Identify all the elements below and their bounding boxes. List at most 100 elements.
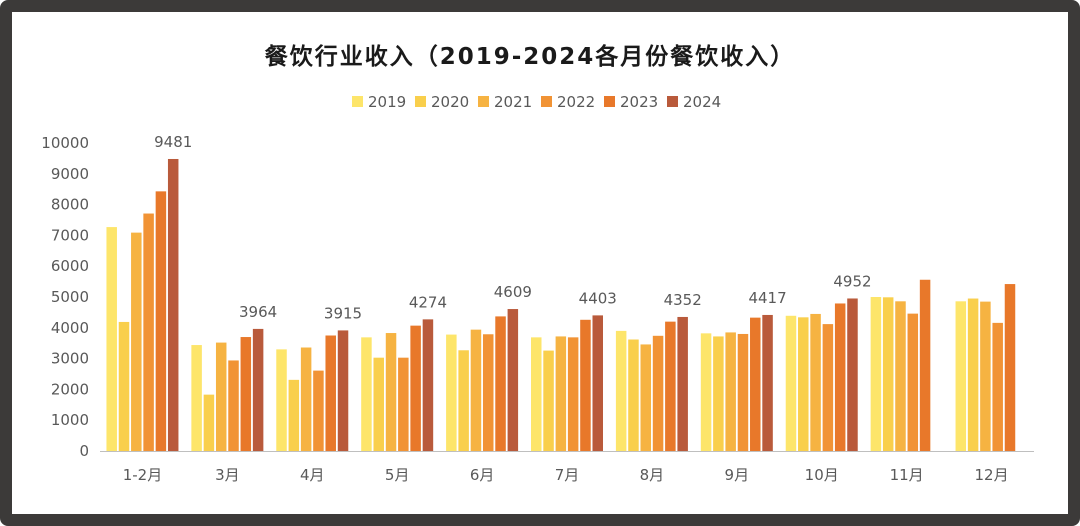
- bar-2019-9月: [700, 333, 712, 451]
- bar-2019-8月: [615, 330, 627, 451]
- bar-2020-8月: [628, 339, 639, 451]
- bar-2022-4月: [313, 370, 324, 451]
- bar-2024-9月: [762, 314, 773, 451]
- data-label-9月: 4417: [748, 289, 786, 307]
- data-label-3月: 3964: [239, 303, 277, 321]
- data-labels: 9481 3964 3915 4274 4609 4403 4352 4417 4952: [154, 133, 871, 322]
- bar-2019-11月: [870, 297, 882, 451]
- x-category-label: 10月: [805, 466, 839, 484]
- data-label-5月: 4274: [409, 293, 447, 311]
- bar-2023-1-2月: [155, 191, 167, 451]
- bar-2021-5月: [385, 333, 397, 451]
- legend: 2019 2020 2021 2022 2023 2024: [352, 93, 721, 111]
- bar-2019-10月: [785, 315, 797, 451]
- revenue-bar-chart: 餐饮行业收入（2019-2024各月份餐饮收入） 2019 2020 2021 202…: [41, 43, 1034, 484]
- bar-2020-11月: [882, 297, 894, 451]
- chart-title: 餐饮行业收入（2019-2024各月份餐饮收入）: [265, 43, 796, 70]
- bar-2020-10月: [798, 317, 809, 451]
- x-axis: 1-2月 3月 4月 5月 6月 7月 8月 9月 10月 11月 12月: [100, 451, 1034, 484]
- bar-2020-9月: [713, 336, 724, 451]
- bar-2024-6月: [507, 309, 519, 451]
- legend-swatch-2023: [604, 96, 615, 107]
- y-tick-label: 5000: [51, 288, 89, 306]
- y-tick-label: 0: [79, 442, 89, 460]
- bar-2020-6月: [458, 350, 469, 451]
- x-category-label: 5月: [385, 466, 410, 484]
- legend-label-2020: 2020: [431, 93, 469, 111]
- bar-2024-5月: [422, 319, 434, 451]
- y-axis: 0 1000 2000 3000 4000 5000 6000 7000 8000 9000 100…: [41, 134, 89, 460]
- y-tick-label: 4000: [51, 319, 89, 337]
- x-category-label: 1-2月: [123, 466, 163, 484]
- x-category-label: 11月: [890, 466, 924, 484]
- bar-2019-1-2月: [106, 227, 117, 451]
- y-tick-label: 10000: [41, 134, 89, 152]
- bar-2024-7月: [592, 315, 603, 451]
- data-label-8月: 4352: [664, 291, 702, 309]
- bar-2022-3月: [228, 360, 239, 451]
- bar-2021-4月: [300, 347, 312, 451]
- data-label-4月: 3915: [324, 304, 362, 322]
- bar-2019-12月: [955, 301, 967, 451]
- y-tick-label: 6000: [51, 257, 89, 275]
- legend-swatch-2022: [541, 96, 552, 107]
- y-tick-label: 1000: [51, 411, 89, 429]
- bar-2022-5月: [398, 357, 409, 451]
- bar-2022-8月: [652, 335, 664, 451]
- bar-2020-1-2月: [118, 321, 130, 451]
- bar-2022-6月: [482, 334, 494, 451]
- data-label-6月: 4609: [494, 283, 532, 301]
- bar-2023-12月: [1004, 284, 1016, 451]
- bar-2022-11月: [907, 313, 919, 451]
- bars: [106, 158, 1016, 451]
- x-category-label: 7月: [555, 466, 580, 484]
- bar-2020-3月: [203, 394, 215, 451]
- data-label-10月: 4952: [833, 272, 871, 290]
- legend-swatch-2021: [478, 96, 489, 107]
- bar-2020-4月: [288, 379, 300, 451]
- x-category-label: 9月: [725, 466, 750, 484]
- bar-2024-1-2月: [167, 158, 179, 451]
- bar-2021-9月: [725, 332, 736, 451]
- bar-2021-3月: [215, 342, 227, 451]
- bar-2019-3月: [191, 345, 202, 451]
- bar-2023-6月: [495, 316, 506, 451]
- bar-2022-10月: [822, 324, 834, 451]
- bar-2021-11月: [895, 301, 906, 451]
- legend-label-2021: 2021: [494, 93, 532, 111]
- x-category-label: 3月: [215, 466, 240, 484]
- x-category-label: 4月: [300, 466, 325, 484]
- bar-2019-6月: [446, 334, 457, 451]
- data-label-1-2月: 9481: [154, 133, 192, 151]
- bar-2021-7月: [555, 336, 567, 451]
- bar-2020-7月: [543, 350, 554, 451]
- bar-2021-1-2月: [131, 232, 142, 451]
- bar-2021-10月: [810, 313, 821, 451]
- bar-2023-11月: [919, 279, 931, 451]
- bar-2022-7月: [567, 337, 579, 451]
- bar-2021-6月: [470, 329, 482, 451]
- legend-swatch-2024: [667, 96, 678, 107]
- bar-2023-9月: [750, 317, 761, 451]
- bar-2022-12月: [992, 322, 1003, 451]
- x-category-label: 8月: [640, 466, 665, 484]
- chart-panel: 餐饮行业收入（2019-2024各月份餐饮收入） 2019 2020 2021 202…: [12, 12, 1068, 514]
- bar-2024-10月: [847, 298, 858, 451]
- y-tick-label: 2000: [51, 380, 89, 398]
- legend-swatch-2019: [352, 96, 363, 107]
- bar-2020-5月: [373, 357, 384, 451]
- bar-2024-3月: [252, 328, 264, 451]
- bar-2019-5月: [361, 337, 372, 451]
- legend-label-2023: 2023: [620, 93, 658, 111]
- legend-label-2024: 2024: [683, 93, 721, 111]
- bar-2019-4月: [276, 349, 287, 451]
- bar-2021-12月: [980, 301, 991, 451]
- y-tick-label: 8000: [51, 196, 89, 214]
- bar-2023-10月: [834, 303, 846, 451]
- bar-2022-9月: [737, 333, 749, 451]
- legend-swatch-2020: [415, 96, 426, 107]
- x-category-label: 12月: [974, 466, 1008, 484]
- bar-2024-8月: [677, 316, 688, 451]
- bar-2023-3月: [240, 337, 252, 451]
- legend-label-2019: 2019: [368, 93, 406, 111]
